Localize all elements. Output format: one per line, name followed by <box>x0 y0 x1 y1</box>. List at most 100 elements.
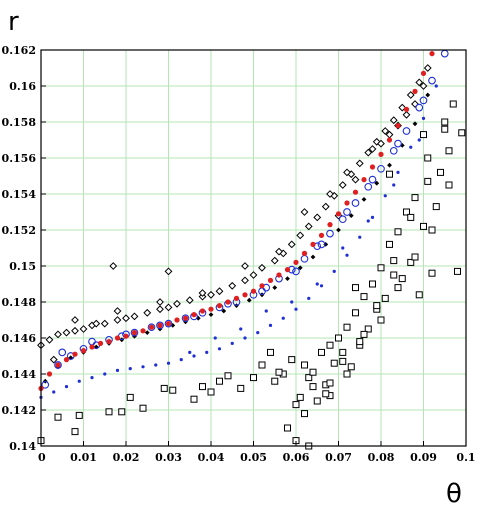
data-point <box>179 358 183 362</box>
data-point <box>52 390 56 394</box>
data-point <box>156 321 164 330</box>
data-point <box>437 168 444 176</box>
data-point <box>181 314 190 323</box>
data-point <box>318 348 325 356</box>
data-point <box>55 362 61 368</box>
data-point <box>361 177 367 183</box>
x-tick-label: 0.08 <box>368 451 395 464</box>
data-point <box>75 411 83 419</box>
data-point <box>309 368 317 376</box>
data-point <box>343 208 351 216</box>
data-point <box>156 305 164 314</box>
y-tick-label: 0.148 <box>2 296 37 309</box>
data-point <box>294 307 298 311</box>
data-point <box>343 370 351 378</box>
y-tick-label: 0.15 <box>9 260 36 273</box>
data-point <box>221 308 227 314</box>
data-point <box>301 250 308 256</box>
data-point <box>394 284 402 292</box>
data-point <box>270 256 279 265</box>
data-point <box>122 314 130 323</box>
data-point <box>123 333 129 339</box>
data-point <box>208 312 214 317</box>
data-point <box>169 386 177 394</box>
data-point <box>130 328 139 337</box>
data-point <box>228 281 237 290</box>
data-point <box>141 365 145 369</box>
data-point <box>403 208 410 216</box>
data-point <box>381 127 390 135</box>
data-point <box>268 323 273 327</box>
data-point <box>156 298 164 306</box>
data-point <box>114 335 121 341</box>
data-point <box>420 70 427 76</box>
data-point <box>71 316 79 324</box>
data-point <box>118 408 126 416</box>
data-point <box>419 82 428 90</box>
data-point <box>259 283 265 289</box>
data-point <box>287 240 296 249</box>
data-point <box>445 181 453 189</box>
data-point <box>390 271 398 279</box>
data-point <box>54 413 62 421</box>
data-point <box>258 263 266 272</box>
data-point <box>275 247 283 256</box>
data-point <box>225 299 231 305</box>
data-point <box>412 121 418 127</box>
data-point <box>378 151 384 157</box>
data-point <box>173 299 181 308</box>
data-point <box>128 367 132 371</box>
data-point <box>390 257 398 265</box>
data-point <box>441 118 449 126</box>
data-point <box>321 202 330 211</box>
data-point <box>307 296 311 300</box>
data-point <box>198 289 207 297</box>
data-point <box>300 208 309 216</box>
series-small-filled-circle-5 <box>38 51 435 391</box>
y-tick-label: 0.158 <box>2 116 37 129</box>
data-point <box>343 168 351 177</box>
data-point <box>420 222 427 230</box>
data-point <box>241 276 249 285</box>
data-point <box>411 194 419 202</box>
data-point <box>366 219 370 223</box>
data-point <box>80 348 87 354</box>
data-point <box>424 154 432 162</box>
data-point <box>246 297 252 303</box>
data-point <box>256 331 260 335</box>
data-point <box>113 307 122 315</box>
data-point <box>293 259 299 265</box>
data-point <box>394 139 402 148</box>
data-point <box>399 143 405 148</box>
data-point <box>326 341 334 349</box>
data-point <box>58 348 67 357</box>
data-point <box>276 272 282 278</box>
data-point <box>77 379 81 383</box>
data-point <box>347 363 355 371</box>
data-point <box>428 76 436 85</box>
data-point <box>164 267 173 276</box>
data-point <box>389 146 398 155</box>
x-axis-ticks: 0 0.01 0.02 0.03 0.04 0.05 0.06 0.07 0.08 0.09 0.1 <box>38 441 476 464</box>
x-tick-label: 0.06 <box>283 451 310 464</box>
data-point <box>165 321 172 327</box>
data-point <box>423 64 432 72</box>
data-point <box>79 325 88 333</box>
x-tick-label: 0.04 <box>198 451 225 464</box>
data-point <box>296 231 305 240</box>
data-point <box>115 368 120 372</box>
data-point <box>93 344 99 350</box>
data-point <box>322 390 330 398</box>
data-point <box>188 350 192 354</box>
data-point <box>351 199 360 207</box>
x-tick-label: 0.02 <box>113 451 140 464</box>
data-point <box>317 240 326 249</box>
data-point <box>421 116 426 120</box>
data-point <box>441 125 449 133</box>
data-point <box>46 371 53 377</box>
data-point <box>310 254 316 260</box>
x-tick-label: 0.01 <box>70 451 97 464</box>
data-point <box>396 170 400 174</box>
data-point <box>233 295 240 301</box>
data-point <box>332 269 336 273</box>
